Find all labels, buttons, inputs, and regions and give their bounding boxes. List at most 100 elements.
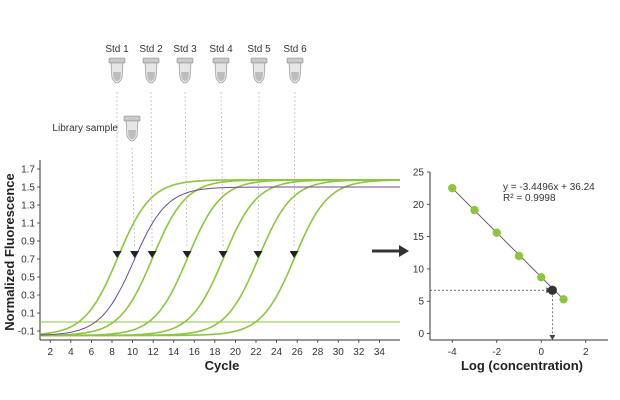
std-x-tick-label: 0 <box>538 347 544 358</box>
std-y-tick-label: 20 <box>413 200 425 211</box>
sample-point <box>547 285 557 295</box>
sample-guide-line <box>131 147 135 248</box>
standard-point <box>559 295 568 304</box>
fit-line <box>451 187 564 300</box>
standard-curve-chart: -4 -2 0 2 0 5 10 15 20 25 y = -3.4496x + 36.24 R… <box>413 168 608 373</box>
std-fit-line <box>451 187 564 300</box>
amp-x-tick-label: 6 <box>89 347 95 358</box>
amp-y-tick-label: 0.7 <box>21 255 35 266</box>
standard-point <box>448 183 457 193</box>
std-tube-6-label: Std 6 <box>283 44 307 55</box>
threshold-marker <box>253 251 263 258</box>
amp-threshold-markers <box>112 251 299 258</box>
amp-y-tick-label: 1.5 <box>21 183 35 194</box>
std-guide-line <box>257 91 260 248</box>
library-sample-tube-label: Library sample <box>52 123 118 134</box>
standard-point <box>514 251 524 261</box>
amp-y-tick-label: 0.5 <box>21 273 35 284</box>
std-guide-line <box>150 91 153 248</box>
amp-y-tick-label: -0.1 <box>18 327 36 338</box>
amp-x-tick-label: 14 <box>168 347 180 358</box>
amp-x-tick-label: 28 <box>312 347 324 358</box>
std-guide-line <box>293 91 296 248</box>
amp-x-tick-label: 2 <box>48 347 54 358</box>
std-tube-1-label: Std 1 <box>105 44 129 55</box>
amp-x-tick-label: 20 <box>230 347 242 358</box>
std-x-axis-label: Log (concentration) <box>461 358 583 373</box>
std-tube-6: Std 6 <box>283 44 307 84</box>
std-y-tick-label: 25 <box>413 168 425 179</box>
amp-x-tick-label: 8 <box>109 347 115 358</box>
amp-y-tick-label: 1.7 <box>21 165 35 176</box>
amp-x-tick-label: 4 <box>68 347 74 358</box>
amp-y-tick-label: 1.3 <box>21 201 35 212</box>
std-sample-guides <box>430 287 556 340</box>
amp-curves <box>39 179 400 337</box>
std-tube-2: Std 2 <box>139 44 163 84</box>
amp-x-tick-label: 32 <box>353 347 365 358</box>
std-guide-line <box>220 91 224 248</box>
amp-x-tick-label: 34 <box>374 347 386 358</box>
amp-y-tick-label: 0.9 <box>21 237 35 248</box>
std-y-tick-label: 5 <box>418 297 424 308</box>
sample-guide-arrowhead <box>549 335 556 340</box>
std-axes <box>429 172 608 341</box>
std-x-ticks: -4 -2 0 2 <box>448 340 589 358</box>
std-x-tick-label: 2 <box>583 347 589 358</box>
std-x-tick-label: -2 <box>492 347 501 358</box>
threshold-marker <box>112 251 122 258</box>
amp-guides <box>116 91 296 248</box>
standard-curve <box>40 179 400 337</box>
sample-curve <box>39 186 400 336</box>
standard-point <box>470 205 479 215</box>
std-equation: y = -3.4496x + 36.24 <box>503 182 595 193</box>
standard-point <box>537 273 546 282</box>
std-points <box>448 183 568 304</box>
std-y-tick-label: 0 <box>418 329 424 340</box>
amp-y-axis-label: Normalized Fluorescence <box>2 173 17 331</box>
amp-x-tick-label: 18 <box>209 347 221 358</box>
std-y-ticks: 0 5 10 15 20 25 <box>413 168 430 340</box>
standard-point <box>492 228 501 237</box>
standard-curve <box>40 179 400 337</box>
std-tube-1: Std 1 <box>105 44 129 84</box>
std-tube-4-label: Std 4 <box>209 44 233 55</box>
amp-y-ticks: -0.1 0.1 0.3 0.5 0.7 0.9 1.1 1.3 1.5 1.7 <box>18 165 40 338</box>
std-tube-2-label: Std 2 <box>139 44 163 55</box>
amp-x-tick-label: 22 <box>250 347 262 358</box>
std-tube-3-label: Std 3 <box>173 44 197 55</box>
amp-x-tick-label: 24 <box>271 347 283 358</box>
threshold-marker <box>218 251 228 258</box>
threshold-marker <box>289 251 299 258</box>
amp-y-tick-label: 0.3 <box>21 291 35 302</box>
standard-curve <box>40 179 400 337</box>
amp-x-tick-label: 10 <box>127 347 139 358</box>
threshold-marker <box>130 251 140 258</box>
standard-curve <box>40 179 400 337</box>
amplification-chart: 2 4 6 8 10 12 14 16 18 20 22 24 26 28 30 32 34 -0.10.10.… <box>2 91 400 373</box>
standard-curve <box>39 179 400 335</box>
std-tube-3: Std 3 <box>173 44 197 84</box>
std-tube-5: Std 5 <box>247 44 271 84</box>
amp-axes <box>39 160 400 341</box>
std-tube-4: Std 4 <box>209 44 233 84</box>
standard-tubes: Std 1 Std 2 Std 3 Std 4 Std 5 Std 6 Library sa… <box>52 44 307 142</box>
std-r2: R² = 0.9998 <box>503 193 556 204</box>
std-guide-line <box>184 91 188 248</box>
amp-y-tick-label: 0.1 <box>21 309 35 320</box>
amp-x-tick-label: 16 <box>189 347 201 358</box>
amp-x-tick-label: 26 <box>292 347 304 358</box>
std-x-tick-label: -4 <box>448 347 457 358</box>
amp-x-axis-label: Cycle <box>205 358 240 373</box>
amp-x-tick-label: 12 <box>148 347 160 358</box>
amp-x-ticks: 2 4 6 8 10 12 14 16 18 20 22 24 26 28 30 32 34 <box>48 340 386 358</box>
library-sample-tube: Library sample <box>52 115 141 142</box>
threshold-marker <box>147 251 157 258</box>
amp-x-tick-label: 30 <box>333 347 345 358</box>
standard-curve <box>40 179 400 337</box>
std-tube-5-label: Std 5 <box>247 44 271 55</box>
right-arrow-icon <box>372 245 409 257</box>
threshold-marker <box>182 251 192 258</box>
amp-y-tick-label: 1.1 <box>21 219 35 230</box>
